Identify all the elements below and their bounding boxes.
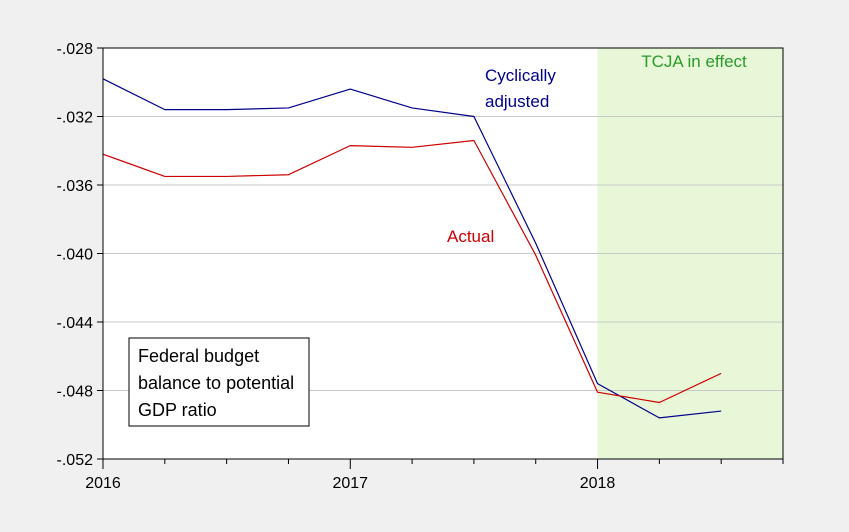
- cyclically-adjusted-label: Cyclically: [485, 66, 556, 85]
- x-tick-label: 2016: [85, 475, 121, 492]
- y-tick-label: -.040: [57, 247, 94, 264]
- tcja-label: TCJA in effect: [641, 52, 747, 71]
- y-tick-label: -.048: [57, 384, 94, 401]
- legend-box-frame: [128, 337, 310, 427]
- cyclically-adjusted-label-2: adjusted: [485, 92, 549, 111]
- x-tick-label: 2017: [332, 475, 368, 492]
- x-tick-label: 2018: [580, 475, 616, 492]
- y-tick-label: -.044: [57, 315, 94, 332]
- y-tick-label: -.036: [57, 178, 94, 195]
- y-tick-label: -.028: [57, 41, 94, 58]
- legend-line-1: Federal budget: [138, 346, 259, 366]
- y-tick-label: -.052: [57, 452, 94, 469]
- actual-label: Actual: [447, 227, 494, 246]
- y-axis: -.028 -.032 -.036 -.040 -.044 -.048 -.052: [57, 41, 103, 469]
- legend-line-2: balance to potential: [138, 373, 294, 393]
- legend-box: Federal budget balance to potential GDP …: [128, 337, 310, 427]
- y-tick-label: -.032: [57, 110, 94, 127]
- actual-line: [102, 139, 722, 404]
- legend-line-3: GDP ratio: [138, 400, 217, 420]
- series-lines: [102, 78, 722, 419]
- x-axis: 2016 2017 2018: [85, 459, 784, 492]
